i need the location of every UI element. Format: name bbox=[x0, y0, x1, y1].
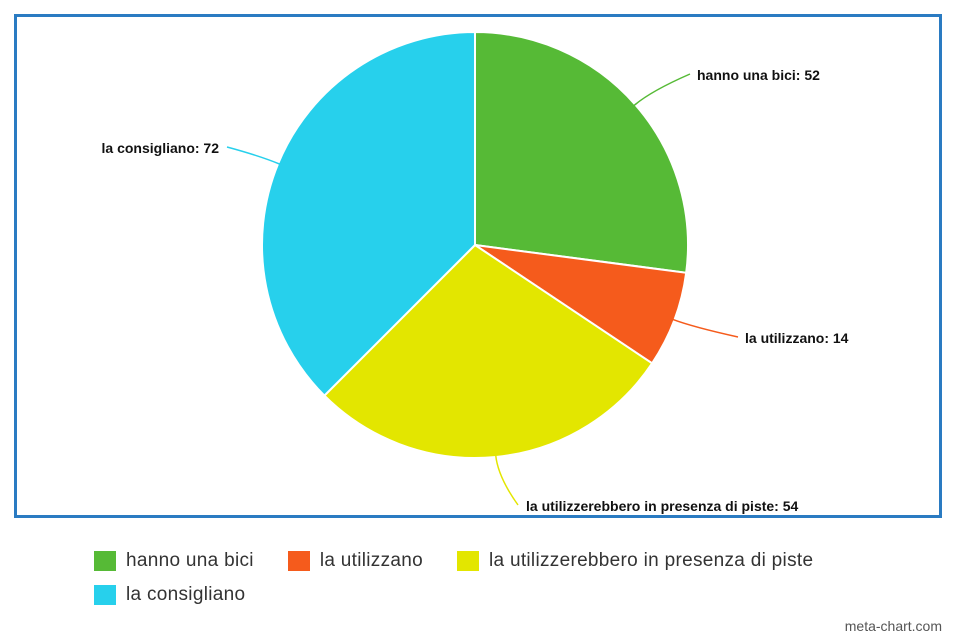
data-label-4: la consigliano: 72 bbox=[102, 140, 220, 156]
pie-slice-1 bbox=[474, 30, 689, 274]
leader-line-2 bbox=[672, 318, 739, 338]
legend-swatch-2 bbox=[287, 551, 310, 571]
watermark: meta-chart.com bbox=[844, 618, 942, 634]
legend-swatch-1 bbox=[94, 551, 116, 571]
leader-line-4 bbox=[226, 146, 281, 165]
legend-item-2[interactable]: la utilizzano bbox=[287, 550, 423, 572]
legend-label-2: la utilizzano bbox=[319, 550, 423, 571]
legend-swatch-4 bbox=[94, 585, 116, 605]
legend-label-3: la utilizzerebbero in presenza di piste bbox=[489, 550, 814, 571]
leader-line-3 bbox=[494, 454, 519, 506]
legend-label-4: la consigliano bbox=[126, 584, 246, 605]
legend-swatch-3 bbox=[457, 551, 479, 571]
data-label-1: hanno una bici: 52 bbox=[697, 67, 820, 83]
pie-slices bbox=[260, 30, 689, 459]
legend-item-4[interactable]: la consigliano bbox=[94, 584, 914, 606]
data-label-3: la utilizzerebbero in presenza di piste:… bbox=[526, 498, 799, 514]
data-labels: hanno una bici: 52 la utilizzano: 14 la ut… bbox=[102, 67, 849, 514]
label-leaders bbox=[226, 73, 739, 506]
legend-item-3[interactable]: la utilizzerebbero in presenza di piste bbox=[457, 550, 813, 572]
legend: hanno una bici la utilizzano la utilizzere… bbox=[94, 550, 914, 606]
data-label-2: la utilizzano: 14 bbox=[745, 330, 849, 346]
leader-line-1 bbox=[633, 73, 691, 107]
legend-label-1: hanno una bici bbox=[126, 550, 254, 571]
legend-item-1[interactable]: hanno una bici bbox=[94, 550, 254, 572]
